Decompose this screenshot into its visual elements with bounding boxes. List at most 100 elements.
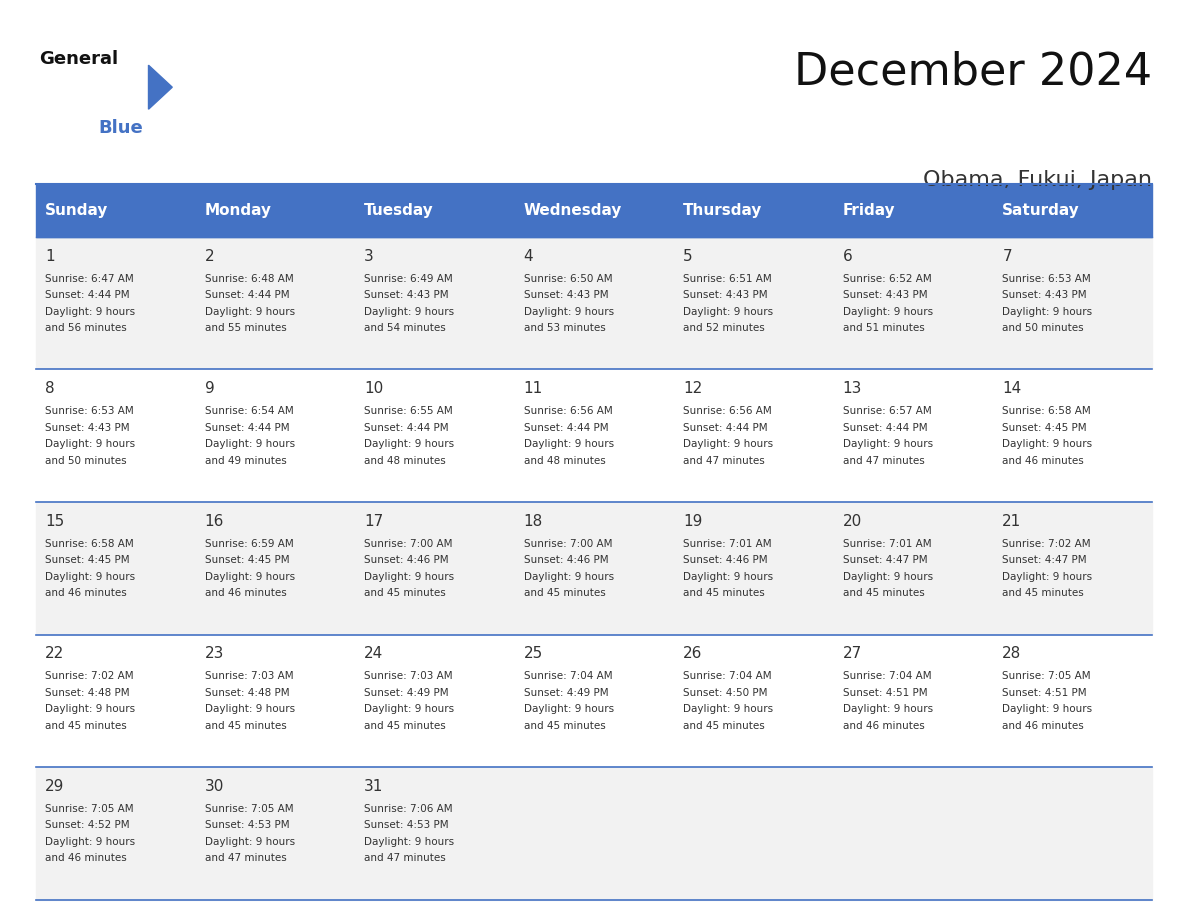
- Text: 1: 1: [45, 249, 55, 263]
- Text: and 47 minutes: and 47 minutes: [683, 455, 765, 465]
- Text: Sunset: 4:44 PM: Sunset: 4:44 PM: [204, 290, 290, 300]
- Text: Daylight: 9 hours: Daylight: 9 hours: [683, 307, 773, 317]
- Text: Sunset: 4:46 PM: Sunset: 4:46 PM: [524, 555, 608, 565]
- Text: Sunrise: 7:03 AM: Sunrise: 7:03 AM: [204, 671, 293, 681]
- Text: and 45 minutes: and 45 minutes: [1003, 588, 1085, 599]
- Text: Daylight: 9 hours: Daylight: 9 hours: [524, 307, 614, 317]
- Text: and 45 minutes: and 45 minutes: [365, 588, 446, 599]
- Text: Sunrise: 7:04 AM: Sunrise: 7:04 AM: [842, 671, 931, 681]
- Bar: [36, 634, 1152, 767]
- Text: December 2024: December 2024: [795, 50, 1152, 94]
- Text: Daylight: 9 hours: Daylight: 9 hours: [683, 439, 773, 449]
- Text: Sunset: 4:52 PM: Sunset: 4:52 PM: [45, 821, 129, 830]
- Polygon shape: [148, 65, 172, 109]
- Text: 9: 9: [204, 381, 214, 397]
- Text: and 45 minutes: and 45 minutes: [683, 721, 765, 731]
- Text: Daylight: 9 hours: Daylight: 9 hours: [365, 307, 454, 317]
- Text: Sunrise: 6:47 AM: Sunrise: 6:47 AM: [45, 274, 134, 284]
- Text: Sunset: 4:43 PM: Sunset: 4:43 PM: [365, 290, 449, 300]
- Text: Sunset: 4:44 PM: Sunset: 4:44 PM: [45, 290, 129, 300]
- Text: Sunset: 4:47 PM: Sunset: 4:47 PM: [842, 555, 928, 565]
- Text: Sunrise: 6:59 AM: Sunrise: 6:59 AM: [204, 539, 293, 549]
- Text: Daylight: 9 hours: Daylight: 9 hours: [1003, 572, 1093, 582]
- Text: Sunrise: 7:01 AM: Sunrise: 7:01 AM: [842, 539, 931, 549]
- Text: 3: 3: [365, 249, 374, 263]
- Text: Sunset: 4:53 PM: Sunset: 4:53 PM: [204, 821, 290, 830]
- Text: Sunrise: 6:58 AM: Sunrise: 6:58 AM: [1003, 406, 1091, 416]
- Text: Sunset: 4:43 PM: Sunset: 4:43 PM: [683, 290, 767, 300]
- Text: and 54 minutes: and 54 minutes: [365, 323, 446, 333]
- Text: Daylight: 9 hours: Daylight: 9 hours: [45, 307, 135, 317]
- Text: 19: 19: [683, 514, 702, 529]
- Text: 5: 5: [683, 249, 693, 263]
- Text: Daylight: 9 hours: Daylight: 9 hours: [524, 439, 614, 449]
- Text: Sunrise: 6:52 AM: Sunrise: 6:52 AM: [842, 274, 931, 284]
- Text: Sunrise: 7:04 AM: Sunrise: 7:04 AM: [524, 671, 612, 681]
- Text: and 55 minutes: and 55 minutes: [204, 323, 286, 333]
- Text: and 52 minutes: and 52 minutes: [683, 323, 765, 333]
- Text: Daylight: 9 hours: Daylight: 9 hours: [45, 572, 135, 582]
- Text: Daylight: 9 hours: Daylight: 9 hours: [1003, 307, 1093, 317]
- Text: 8: 8: [45, 381, 55, 397]
- Text: and 50 minutes: and 50 minutes: [1003, 323, 1083, 333]
- Text: and 48 minutes: and 48 minutes: [365, 455, 446, 465]
- Text: Sunrise: 6:54 AM: Sunrise: 6:54 AM: [204, 406, 293, 416]
- Text: Sunrise: 6:53 AM: Sunrise: 6:53 AM: [1003, 274, 1091, 284]
- Text: Sunset: 4:49 PM: Sunset: 4:49 PM: [524, 688, 608, 698]
- Text: and 45 minutes: and 45 minutes: [365, 721, 446, 731]
- Text: Sunset: 4:48 PM: Sunset: 4:48 PM: [45, 688, 129, 698]
- Text: Daylight: 9 hours: Daylight: 9 hours: [365, 837, 454, 846]
- Text: 18: 18: [524, 514, 543, 529]
- Text: and 45 minutes: and 45 minutes: [524, 721, 606, 731]
- Text: Sunset: 4:51 PM: Sunset: 4:51 PM: [1003, 688, 1087, 698]
- Text: and 45 minutes: and 45 minutes: [204, 721, 286, 731]
- Text: Sunset: 4:44 PM: Sunset: 4:44 PM: [683, 422, 767, 432]
- Text: and 56 minutes: and 56 minutes: [45, 323, 127, 333]
- Text: Daylight: 9 hours: Daylight: 9 hours: [365, 704, 454, 714]
- Text: 25: 25: [524, 646, 543, 662]
- Text: Sunset: 4:44 PM: Sunset: 4:44 PM: [524, 422, 608, 432]
- Text: Daylight: 9 hours: Daylight: 9 hours: [204, 572, 295, 582]
- Text: Sunrise: 7:01 AM: Sunrise: 7:01 AM: [683, 539, 772, 549]
- Text: 26: 26: [683, 646, 702, 662]
- Text: and 46 minutes: and 46 minutes: [45, 854, 127, 863]
- Text: 29: 29: [45, 779, 64, 794]
- Text: and 47 minutes: and 47 minutes: [204, 854, 286, 863]
- Text: 20: 20: [842, 514, 862, 529]
- Text: Daylight: 9 hours: Daylight: 9 hours: [45, 837, 135, 846]
- Text: and 45 minutes: and 45 minutes: [524, 588, 606, 599]
- Text: Daylight: 9 hours: Daylight: 9 hours: [842, 439, 933, 449]
- Text: and 53 minutes: and 53 minutes: [524, 323, 606, 333]
- Text: and 46 minutes: and 46 minutes: [842, 721, 924, 731]
- Text: and 46 minutes: and 46 minutes: [204, 588, 286, 599]
- Text: Sunrise: 6:56 AM: Sunrise: 6:56 AM: [524, 406, 613, 416]
- Text: Daylight: 9 hours: Daylight: 9 hours: [524, 704, 614, 714]
- Text: 27: 27: [842, 646, 862, 662]
- Text: Daylight: 9 hours: Daylight: 9 hours: [365, 572, 454, 582]
- Text: Tuesday: Tuesday: [365, 203, 434, 218]
- Text: Sunrise: 6:50 AM: Sunrise: 6:50 AM: [524, 274, 612, 284]
- Text: and 49 minutes: and 49 minutes: [204, 455, 286, 465]
- Text: 14: 14: [1003, 381, 1022, 397]
- Text: Sunset: 4:43 PM: Sunset: 4:43 PM: [842, 290, 928, 300]
- Text: 12: 12: [683, 381, 702, 397]
- Text: Sunrise: 6:51 AM: Sunrise: 6:51 AM: [683, 274, 772, 284]
- Text: Sunrise: 6:56 AM: Sunrise: 6:56 AM: [683, 406, 772, 416]
- Text: Daylight: 9 hours: Daylight: 9 hours: [842, 704, 933, 714]
- Text: 13: 13: [842, 381, 862, 397]
- Text: Daylight: 9 hours: Daylight: 9 hours: [204, 837, 295, 846]
- Text: Sunrise: 7:05 AM: Sunrise: 7:05 AM: [45, 804, 134, 813]
- Text: Daylight: 9 hours: Daylight: 9 hours: [842, 572, 933, 582]
- Text: Obama, Fukui, Japan: Obama, Fukui, Japan: [923, 170, 1152, 190]
- Text: Sunset: 4:44 PM: Sunset: 4:44 PM: [365, 422, 449, 432]
- Text: Sunset: 4:44 PM: Sunset: 4:44 PM: [842, 422, 928, 432]
- Text: Daylight: 9 hours: Daylight: 9 hours: [204, 307, 295, 317]
- Text: Daylight: 9 hours: Daylight: 9 hours: [524, 572, 614, 582]
- Text: and 46 minutes: and 46 minutes: [1003, 721, 1085, 731]
- Text: and 45 minutes: and 45 minutes: [842, 588, 924, 599]
- Text: Sunrise: 6:55 AM: Sunrise: 6:55 AM: [365, 406, 453, 416]
- Text: 23: 23: [204, 646, 225, 662]
- Text: 16: 16: [204, 514, 225, 529]
- Text: 2: 2: [204, 249, 214, 263]
- Text: Sunrise: 7:04 AM: Sunrise: 7:04 AM: [683, 671, 772, 681]
